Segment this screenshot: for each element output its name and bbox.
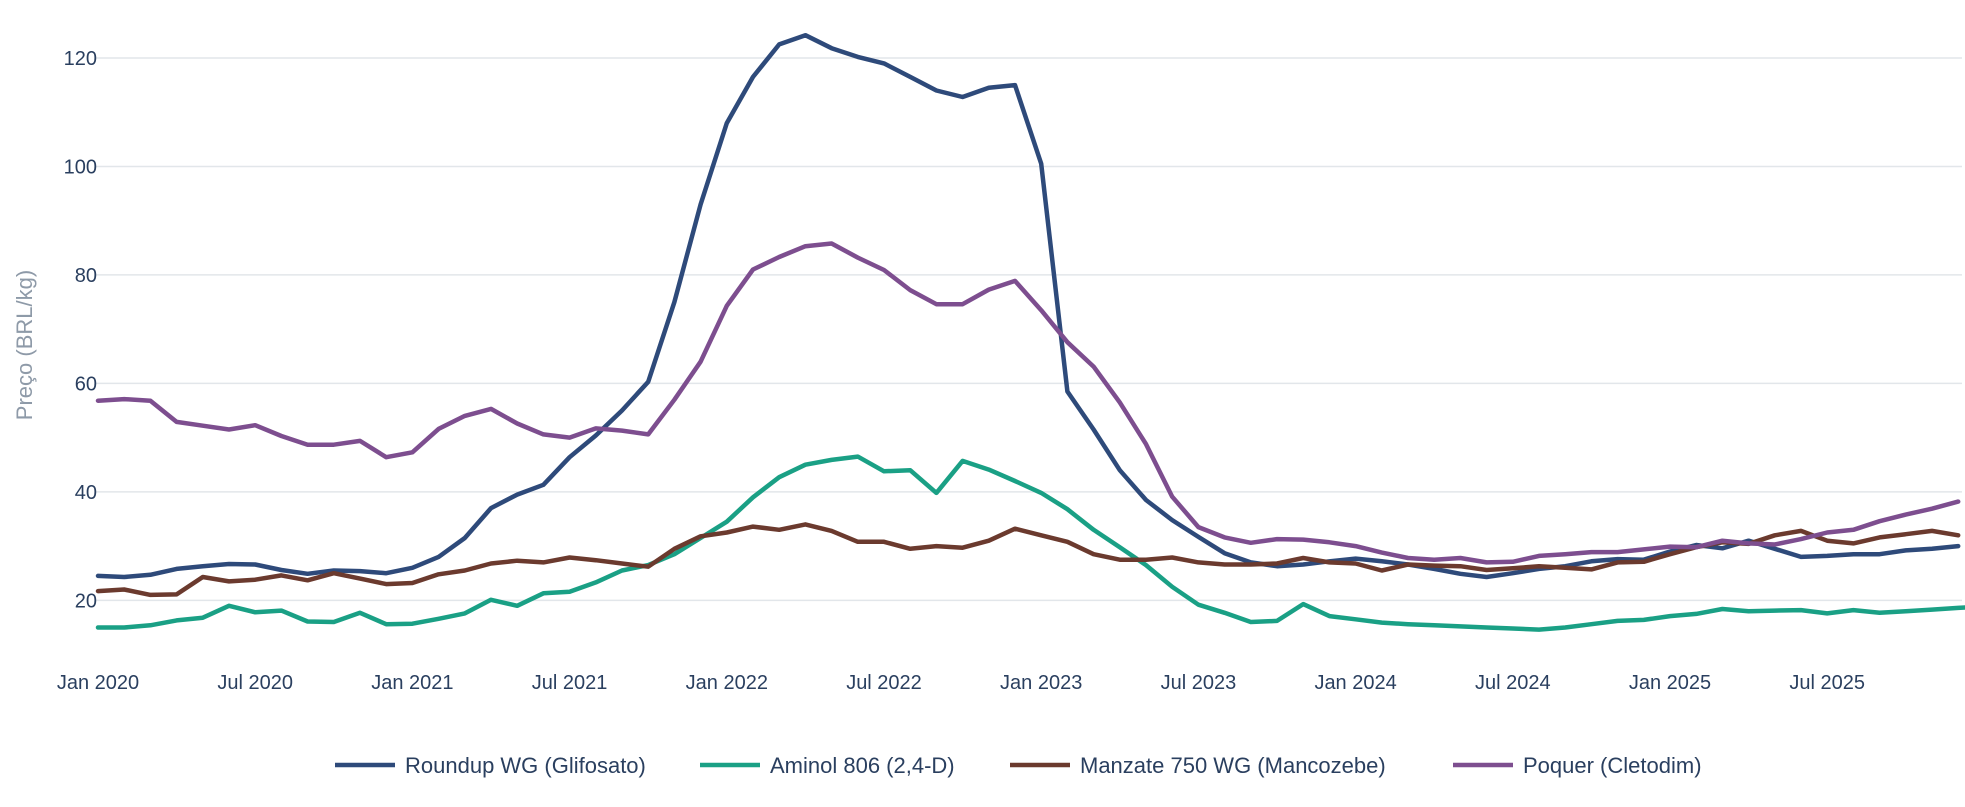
y-axis-title: Preço (BRL/kg)	[12, 270, 37, 420]
x-tick-labels: Jan 2020 Jul 2020 Jan 2021 Jul 2021 Jan 2022…	[57, 672, 1865, 694]
series-line-1	[95, 454, 1965, 632]
y-tick-label: 40	[75, 482, 97, 504]
x-tick-label: Jul 2021	[532, 672, 608, 694]
legend-label: Poquer (Cletodim)	[1523, 753, 1702, 778]
y-tick-label: 60	[75, 373, 97, 395]
legend: Roundup WG (Glifosato) Aminol 806 (2,4-D)…	[335, 753, 1702, 778]
y-tick-labels: 20 40 60 80 100 120	[64, 48, 97, 612]
y-gridlines	[96, 57, 1962, 602]
x-tick-label: Jul 2024	[1475, 672, 1551, 694]
series-line-0	[95, 32, 1961, 580]
x-tick-label: Jul 2023	[1161, 672, 1237, 694]
x-tick-label: Jan 2020	[57, 672, 139, 694]
x-tick-label: Jul 2022	[846, 672, 922, 694]
x-tick-label: Jul 2025	[1789, 672, 1865, 694]
series-lines	[95, 32, 1965, 632]
x-tick-label: Jul 2020	[217, 672, 293, 694]
legend-label: Roundup WG (Glifosato)	[405, 753, 646, 778]
x-tick-label: Jan 2024	[1314, 672, 1396, 694]
y-tick-label: 20	[75, 590, 97, 612]
x-tick-label: Jan 2025	[1629, 672, 1711, 694]
y-tick-label: 80	[75, 265, 97, 287]
x-tick-label: Jan 2022	[686, 672, 768, 694]
legend-label: Aminol 806 (2,4-D)	[770, 753, 955, 778]
x-tick-label: Jan 2021	[371, 672, 453, 694]
series-line-2	[95, 522, 1961, 598]
y-tick-label: 100	[64, 156, 97, 178]
legend-label: Manzate 750 WG (Mancozebe)	[1080, 753, 1386, 778]
series-line-3	[95, 241, 1961, 565]
x-tick-label: Jan 2023	[1000, 672, 1082, 694]
y-tick-label: 120	[64, 48, 97, 70]
